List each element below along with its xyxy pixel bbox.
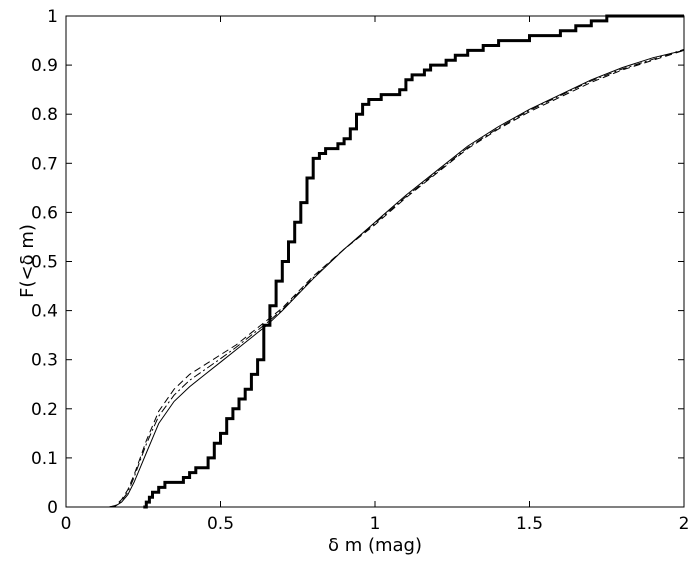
y-tick-label: 0.8 [31,105,58,125]
y-tick-label: 0.5 [31,253,58,273]
x-tick-label: 1 [370,514,381,534]
series-line-thin-dashdot [109,48,685,508]
plot-area [65,15,685,508]
y-tick-label: 0.2 [31,400,58,420]
y-axis-label: F(<δ m) [17,224,38,298]
y-tick-label: 0.6 [31,203,58,223]
series-line-thin-solid [109,49,685,508]
x-tick-label: 2 [679,514,690,534]
x-tick-label: 1.5 [516,514,543,534]
x-axis-label: δ m (mag) [328,535,422,556]
y-tick-label: 0.7 [31,154,58,174]
tick-labels: 0 0.5 1 1.5 2 0 0.1 0.2 0.3 0.4 0.5 0.6 0.7 0.8 0.9 1 [31,7,689,534]
y-tick-label: 0.9 [31,56,58,76]
x-tick-label: 0.5 [207,514,234,534]
y-tick-label: 1 [47,7,58,27]
series-line-thick-step [143,14,684,509]
axis-ticks [65,15,685,508]
series-group [109,14,685,509]
y-tick-label: 0.4 [31,302,58,322]
y-tick-label: 0.1 [31,449,58,469]
x-tick-label: 0 [61,514,72,534]
y-tick-label: 0 [47,498,58,518]
y-tick-label: 0.3 [31,351,58,371]
series-line-thin-dashed [109,49,685,508]
